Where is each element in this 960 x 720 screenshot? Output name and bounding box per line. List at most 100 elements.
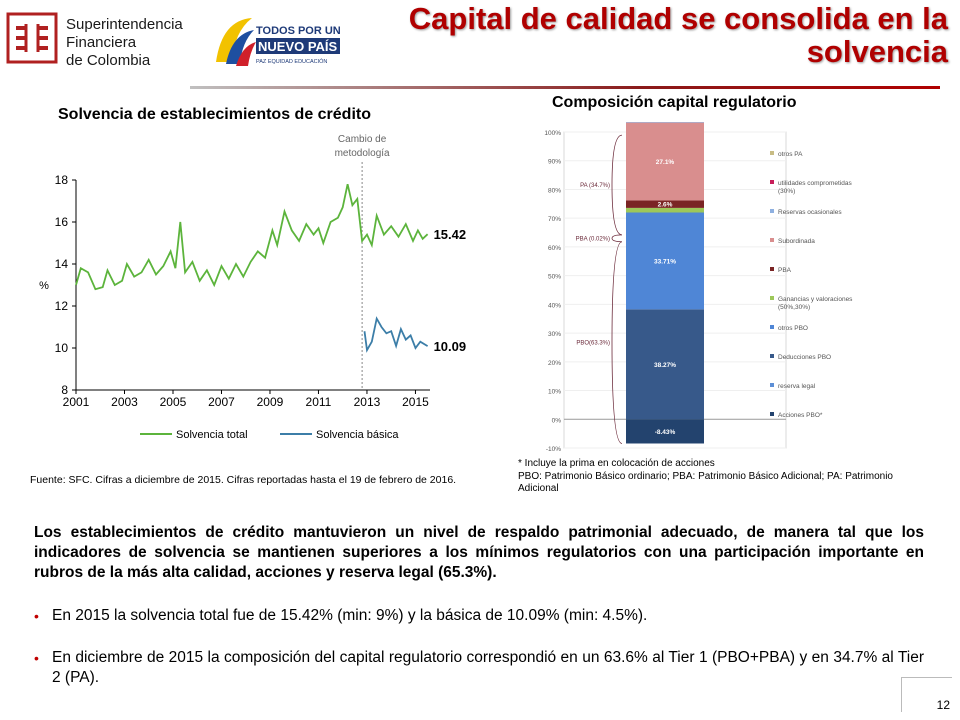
legend-label: PBA	[778, 267, 792, 274]
end-label-total: 15.42	[434, 227, 467, 242]
y-tick-label: 14	[55, 257, 69, 271]
bullet-dot-icon: •	[34, 608, 39, 624]
legend-swatch	[770, 325, 774, 329]
y-tick-label: 60%	[548, 245, 561, 252]
y-tick-label: 50%	[548, 274, 561, 281]
methodology-annotation: Cambio de	[338, 134, 387, 145]
title-line2: solvencia	[806, 34, 948, 69]
methodology-annotation-line2: metodología	[335, 148, 390, 159]
x-tick-label: 2003	[111, 395, 138, 409]
bar-segment-label: 38.27%	[654, 362, 676, 369]
title-line1: Capital de calidad se consolida en la	[408, 1, 948, 36]
y-tick-label: 30%	[548, 331, 561, 338]
y-axis-label: %	[39, 280, 49, 292]
end-label-basica: 10.09	[434, 339, 467, 354]
todos-por-un-nuevo-pais-logo: TODOS POR UN NUEVO PAÍS PAZ EQUIDAD EDUC…	[212, 10, 342, 72]
legend-swatch	[770, 354, 774, 358]
line-chart-legend: Solvencia total Solvencia básica	[140, 429, 399, 441]
x-tick-label: 2015	[402, 395, 429, 409]
y-tick-label: 20%	[548, 360, 561, 367]
y-tick-label: 70%	[548, 216, 561, 223]
body-paragraph: Los establecimientos de crédito mantuvie…	[34, 524, 924, 581]
y-tick-label: -10%	[546, 446, 561, 453]
right-footnote: * Incluye la prima en colocación de acci…	[518, 458, 918, 496]
bullet-item: • En diciembre de 2015 la composición de…	[34, 648, 924, 688]
bar-segment-label: 33.71%	[654, 258, 676, 265]
page-number: 12	[936, 698, 950, 712]
bracket-line	[611, 241, 623, 444]
bar-segment-label: 27.1%	[656, 159, 675, 166]
legend-label: Solvencia total	[176, 429, 248, 441]
y-tick-label: 90%	[548, 159, 561, 166]
x-tick-label: 2011	[306, 395, 332, 409]
bar-segment-label: 2.6%	[658, 202, 673, 209]
x-tick-label: 2001	[63, 395, 90, 409]
bracket-label: PBO(63.3%)	[576, 341, 610, 347]
sfc-emblem-icon	[6, 12, 58, 64]
bullet-dot-icon: •	[34, 650, 39, 666]
legend-label: reserva legal	[778, 383, 816, 390]
legend-label-line: (50%,30%)	[778, 304, 810, 311]
bar-segment-label: -8.43%	[655, 429, 676, 436]
bar-segment	[626, 419, 704, 444]
legend-label-line: (30%)	[778, 188, 795, 195]
y-tick-label: 80%	[548, 187, 561, 194]
bar-chart-legend: otros PA utilidades comprometidas (30%) Res…	[770, 151, 853, 419]
legend-label: Acciones PBO*	[778, 412, 823, 419]
bar-segment	[626, 207, 704, 213]
legend-swatch	[770, 209, 774, 213]
bar-segment	[626, 122, 704, 123]
legend-label: otros PA	[778, 151, 803, 158]
bracket-line	[611, 134, 623, 236]
legend-label: otros PBO	[778, 325, 808, 332]
bullet-text: En 2015 la solvencia total fue de 15.42%…	[52, 607, 648, 624]
legend-swatch	[770, 412, 774, 416]
legend-label: Deducciones PBO	[778, 354, 831, 361]
legend-swatch	[770, 383, 774, 387]
legend-label: Solvencia básica	[316, 429, 399, 441]
legend-label-line: Ganancias y valoraciones	[778, 296, 853, 303]
legend-label: Reservas ocasionales	[778, 209, 842, 216]
series-line-solvencia-basica	[363, 316, 429, 353]
logo-swoosh-red-icon	[236, 42, 256, 66]
bullet-item: • En 2015 la solvencia total fue de 15.4…	[34, 606, 924, 626]
legend-label: Ganancias y valoraciones (50%,30%)	[778, 296, 853, 311]
bracket-label: PA (34.7%)	[580, 183, 610, 189]
y-tick-label: 12	[55, 299, 69, 313]
right-chart-heading: Composición capital regulatorio	[552, 94, 797, 111]
footnote-line1: * Incluye la prima en colocación de acci…	[518, 458, 715, 469]
capital-composition-bar-chart: -10% 0% 10% 20% 30% 40% 50% 60% 70% 80% 90% 100% -8…	[544, 122, 853, 453]
y-tick-label: 16	[55, 215, 69, 229]
bar-segment	[626, 122, 704, 201]
logo-swoosh-yellow-icon	[216, 18, 252, 62]
sfc-logo: Superintendencia Financiera de Colombia	[6, 10, 196, 70]
logo2-line2: NUEVO PAÍS	[258, 39, 338, 54]
legend-swatch	[770, 267, 774, 271]
legend-label: Subordinada	[778, 238, 815, 245]
x-tick-label: 2013	[354, 395, 381, 409]
footnote-line2: PBO: Patrimonio Básico ordinario; PBA: P…	[518, 470, 893, 495]
logo-swoosh-blue-icon	[226, 30, 254, 64]
page-title: Capital de calidad se consolida en la so…	[388, 2, 948, 68]
logo2-line3: PAZ EQUIDAD EDUCACIÓN	[256, 58, 327, 65]
bar-segment	[626, 200, 704, 208]
series-line-solvencia-total	[75, 183, 429, 291]
logo2-line1: TODOS POR UN	[256, 25, 341, 37]
bar-segment	[626, 309, 704, 420]
y-tick-label: 18	[55, 173, 69, 187]
left-chart-heading: Solvencia de establecimientos de crédito	[58, 106, 371, 123]
org-line1: Superintendencia	[66, 16, 183, 33]
bullet-text: En diciembre de 2015 la composición del …	[52, 649, 924, 686]
bar-segment-label: 2.3%	[658, 122, 673, 123]
legend-swatch	[770, 180, 774, 184]
legend-swatch	[770, 296, 774, 300]
solvency-line-chart: 2001 2003 2005 2007 2009 2011 2013 2015 8 10 12 14…	[39, 134, 467, 441]
y-tick-label: 10	[55, 341, 69, 355]
x-tick-label: 2007	[208, 395, 235, 409]
org-line2: Financiera	[66, 34, 137, 51]
left-source-note: Fuente: SFC. Cifras a diciembre de 2015.…	[30, 474, 457, 486]
bar-segment	[626, 212, 704, 310]
y-tick-label: 8	[61, 383, 68, 397]
y-tick-label: 10%	[548, 389, 561, 396]
bracket-label: PBA (0.02%)	[576, 236, 610, 242]
